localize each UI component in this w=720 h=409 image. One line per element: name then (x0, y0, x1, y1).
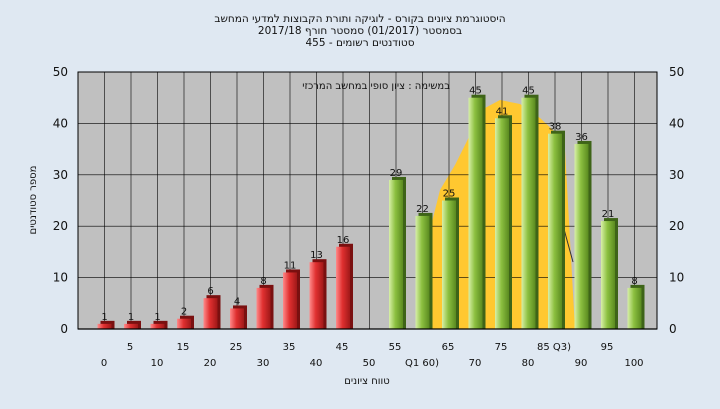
x-tick-label: 25 (230, 342, 243, 353)
bar-value-label: 1 (128, 312, 134, 323)
bar-value-label: 6 (207, 286, 213, 297)
x-tick-label: 80 (522, 358, 535, 369)
bar-value-label: 13 (310, 250, 323, 261)
histogram-bar (574, 143, 589, 329)
y-tick-labels: 0 0 10 10 20 20 30 30 40 40 50 50 (53, 65, 685, 336)
histogram-bar (521, 97, 536, 329)
x-tick-label: 55 (389, 342, 402, 353)
x-tick-label: Q1 60) (405, 358, 439, 369)
y-tick-label-right: 10 (669, 271, 684, 285)
bar-value-label: 21 (602, 209, 615, 220)
histogram-bar (97, 323, 112, 329)
x-tick-label: 50 (363, 358, 376, 369)
x-tick-label: 90 (575, 358, 588, 369)
y-tick-label-right: 0 (669, 322, 677, 336)
x-tick-label: 10 (151, 358, 164, 369)
x-tick-label: 75 (495, 342, 508, 353)
x-tick-label: 95 (601, 342, 614, 353)
bar-value-label: 29 (390, 168, 403, 179)
y-axis-label: מספר סטודנטים (28, 166, 39, 235)
y-tick-label-left: 10 (53, 271, 68, 285)
x-tick-label: 40 (310, 358, 323, 369)
bar-value-label: 8 (631, 276, 637, 287)
histogram-bar (548, 133, 562, 329)
histogram-bar (442, 200, 456, 329)
bar-value-label: 16 (337, 235, 350, 246)
bar-value-label: 45 (469, 86, 482, 97)
histogram-bar (283, 272, 297, 329)
x-tick-label: 15 (177, 342, 190, 353)
x-tick-label: 0 (101, 358, 107, 369)
y-tick-label-left: 0 (60, 322, 68, 336)
x-tick-label: 30 (257, 358, 270, 369)
histogram-bar (256, 287, 271, 329)
histogram-bar (124, 323, 138, 329)
x-tick-label: 100 (624, 358, 643, 369)
y-tick-label-right: 30 (669, 168, 684, 182)
x-tick-label: 70 (469, 358, 482, 369)
histogram-bar (336, 246, 350, 329)
histogram-bar (389, 179, 403, 329)
bar-value-label: 41 (496, 106, 509, 117)
histogram-bar (203, 298, 218, 329)
histogram-bar (468, 97, 483, 329)
chart-student-count: 455 - סטודנטים רשומים (305, 37, 414, 49)
bar-value-label: 4 (234, 296, 240, 307)
plot-frame (77, 71, 658, 330)
x-tick-labels: 5 15 25 35 45 55 65 75 85 Q3) 95 0 10 20 30 40 50 Q1 60)… (101, 342, 644, 369)
y-tick-label-right: 40 (669, 116, 684, 130)
bars-layer (97, 94, 645, 329)
x-tick-label: 85 Q3) (537, 342, 571, 353)
bar-value-label: 45 (522, 86, 535, 97)
bar-value-label: 11 (284, 260, 297, 271)
bar-value-label: 1 (154, 312, 160, 323)
histogram-bar (150, 323, 165, 329)
y-tick-label-left: 40 (53, 116, 68, 130)
histogram-bar (309, 262, 324, 329)
chart-title: היסטוגרמת ציונים בקורס - לוגיקה ותורת הק… (214, 13, 505, 25)
bar-value-label: 8 (260, 276, 266, 287)
x-tick-label: 5 (127, 342, 133, 353)
bar-value-label: 38 (549, 122, 562, 133)
x-tick-label: 65 (442, 342, 455, 353)
histogram-bar (601, 221, 615, 329)
bar-value-label: 2 (181, 307, 187, 318)
chart-title-block: היסטוגרמת ציונים בקורס - לוגיקה ותורת הק… (214, 13, 505, 49)
y-tick-label-left: 20 (53, 219, 68, 233)
bar-value-label: 36 (575, 132, 588, 143)
x-axis-label: טווח ציונים (344, 376, 389, 387)
histogram-bar (230, 308, 244, 329)
y-tick-label-right: 20 (669, 219, 684, 233)
bar-value-label: 1 (101, 312, 107, 323)
histogram-bar (177, 318, 191, 329)
chart-annotation: במשימה : ציון סופי במחשב המרכזי (302, 81, 450, 92)
histogram-bar (495, 118, 509, 329)
chart-subtitle: בסמסטר (01/2017) סמסטר חורף 2017/18 (258, 25, 462, 37)
histogram-bar (627, 287, 642, 329)
y-tick-label-left: 50 (53, 65, 68, 79)
y-tick-label-right: 50 (669, 65, 684, 79)
x-tick-label: 20 (204, 358, 217, 369)
bar-value-label: 25 (443, 189, 456, 200)
x-tick-label: 45 (336, 342, 349, 353)
x-tick-label: 35 (283, 342, 296, 353)
bar-value-label: 22 (416, 204, 429, 215)
y-tick-label-left: 30 (53, 168, 68, 182)
histogram-bar (415, 215, 430, 329)
